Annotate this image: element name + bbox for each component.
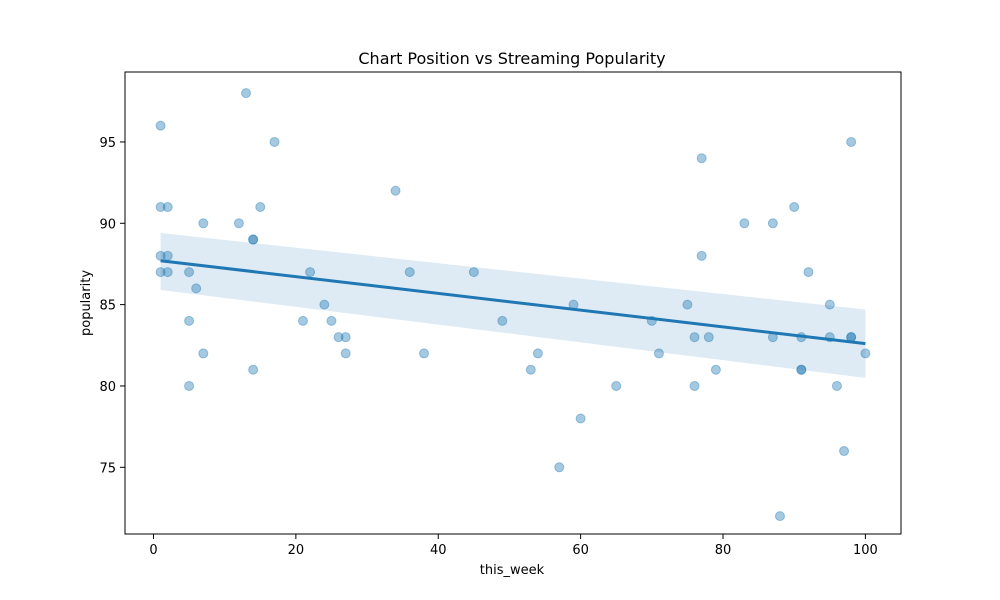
data-point <box>162 250 173 261</box>
data-point <box>839 446 850 457</box>
data-point <box>269 136 280 147</box>
x-tick-label: 20 <box>288 543 305 558</box>
data-point <box>248 234 259 245</box>
data-point <box>340 332 351 343</box>
data-point <box>248 364 259 375</box>
data-point <box>803 267 814 278</box>
data-point <box>774 511 785 522</box>
data-point <box>297 315 308 326</box>
data-point <box>653 348 664 359</box>
data-point <box>611 380 622 391</box>
data-point <box>860 348 871 359</box>
confidence-band <box>160 233 866 378</box>
data-point <box>696 250 707 261</box>
data-point <box>497 315 508 326</box>
x-tick-label: 100 <box>853 543 878 558</box>
data-point <box>155 120 166 131</box>
data-point <box>846 136 857 147</box>
data-point <box>184 267 195 278</box>
x-tick-label: 80 <box>715 543 732 558</box>
data-point <box>326 315 337 326</box>
x-axis-label: this_week <box>480 563 545 578</box>
data-point <box>525 364 536 375</box>
data-point <box>255 202 266 213</box>
data-point <box>767 218 778 229</box>
data-point <box>333 332 344 343</box>
data-point <box>198 348 209 359</box>
data-point <box>796 364 807 375</box>
data-point <box>155 250 166 261</box>
data-point <box>191 283 202 294</box>
points-layer <box>155 88 871 522</box>
data-point <box>319 299 330 310</box>
data-point <box>248 234 259 245</box>
data-point <box>390 185 401 196</box>
data-point <box>789 202 800 213</box>
data-point <box>305 267 316 278</box>
data-point <box>710 364 721 375</box>
y-tick-label: 75 <box>99 461 116 476</box>
data-point <box>739 218 750 229</box>
y-tick-label: 95 <box>99 136 116 151</box>
data-point <box>340 348 351 359</box>
data-point <box>404 267 415 278</box>
data-point <box>796 364 807 375</box>
data-point <box>682 299 693 310</box>
data-point <box>162 267 173 278</box>
data-point <box>233 218 244 229</box>
data-point <box>155 267 166 278</box>
y-tick-label: 85 <box>99 299 116 314</box>
data-point <box>689 380 700 391</box>
data-point <box>824 299 835 310</box>
data-point <box>532 348 543 359</box>
data-point <box>554 462 565 473</box>
data-point <box>575 413 586 424</box>
x-axis-ticks: 0 20 40 60 80 100 <box>149 534 878 558</box>
data-point <box>184 315 195 326</box>
y-axis-label: popularity <box>79 270 94 336</box>
y-axis-ticks: 75 80 85 90 95 <box>99 136 125 476</box>
x-tick-label: 60 <box>572 543 589 558</box>
data-point <box>703 332 714 343</box>
chart-title: Chart Position vs Streaming Popularity <box>358 49 665 68</box>
data-point <box>831 380 842 391</box>
data-point <box>689 332 700 343</box>
y-tick-label: 80 <box>99 380 116 395</box>
y-tick-label: 90 <box>99 217 116 232</box>
data-point <box>155 202 166 213</box>
data-point <box>162 202 173 213</box>
data-point <box>696 153 707 164</box>
regression-line <box>160 259 866 346</box>
data-point <box>241 88 252 99</box>
data-point <box>198 218 209 229</box>
x-tick-label: 0 <box>149 543 157 558</box>
data-point <box>468 267 479 278</box>
data-point <box>184 380 195 391</box>
axes-frame <box>124 71 902 535</box>
x-tick-label: 40 <box>430 543 447 558</box>
data-point <box>419 348 430 359</box>
plot-area <box>124 71 902 535</box>
